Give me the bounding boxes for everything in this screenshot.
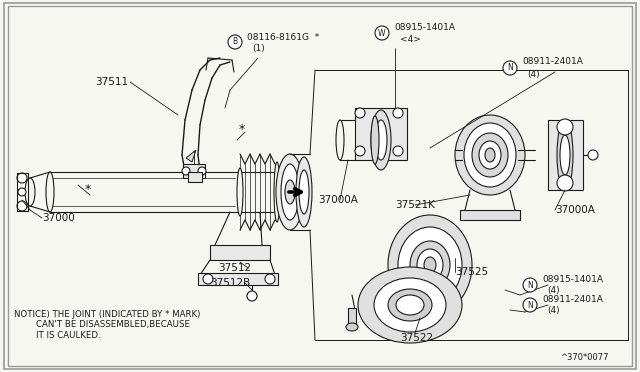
- Ellipse shape: [388, 289, 432, 321]
- Ellipse shape: [25, 178, 35, 206]
- Ellipse shape: [336, 120, 344, 160]
- Text: 08911-2401A: 08911-2401A: [522, 58, 583, 67]
- Ellipse shape: [557, 120, 573, 190]
- Text: N: N: [507, 64, 513, 73]
- Text: N: N: [527, 280, 533, 289]
- Ellipse shape: [588, 150, 598, 160]
- Text: 37512: 37512: [218, 263, 251, 273]
- Ellipse shape: [198, 167, 206, 175]
- Ellipse shape: [396, 295, 424, 315]
- Ellipse shape: [346, 323, 358, 331]
- Bar: [183, 164, 205, 178]
- Ellipse shape: [276, 154, 304, 230]
- Ellipse shape: [285, 180, 295, 204]
- Text: 08116-8161G  *: 08116-8161G *: [247, 32, 319, 42]
- Ellipse shape: [464, 123, 516, 187]
- Ellipse shape: [374, 278, 446, 332]
- Ellipse shape: [281, 164, 299, 220]
- Text: 37511: 37511: [95, 77, 128, 87]
- Ellipse shape: [398, 227, 462, 303]
- Text: 08915-1401A: 08915-1401A: [394, 22, 455, 32]
- Text: <4>: <4>: [400, 35, 421, 45]
- Ellipse shape: [410, 241, 450, 289]
- Text: (4): (4): [527, 71, 540, 80]
- Text: 08915-1401A: 08915-1401A: [542, 275, 603, 283]
- Ellipse shape: [265, 274, 275, 284]
- Text: 08911-2401A: 08911-2401A: [542, 295, 603, 304]
- Bar: [198, 273, 278, 285]
- Text: 37000: 37000: [42, 213, 75, 223]
- Text: 37000A: 37000A: [318, 195, 358, 205]
- Text: W: W: [378, 29, 386, 38]
- Ellipse shape: [17, 201, 27, 211]
- Ellipse shape: [393, 146, 403, 156]
- Text: 37525: 37525: [455, 267, 488, 277]
- Ellipse shape: [417, 249, 443, 281]
- Text: B: B: [232, 38, 237, 46]
- Ellipse shape: [424, 257, 436, 273]
- Ellipse shape: [375, 26, 389, 40]
- Ellipse shape: [237, 168, 243, 216]
- Text: 37522: 37522: [400, 333, 433, 343]
- Ellipse shape: [296, 157, 312, 227]
- Text: *: *: [239, 124, 245, 137]
- Ellipse shape: [479, 141, 501, 169]
- Ellipse shape: [46, 172, 54, 212]
- Ellipse shape: [455, 115, 525, 195]
- Ellipse shape: [203, 274, 213, 284]
- Polygon shape: [186, 150, 196, 162]
- Bar: [355, 108, 407, 160]
- Ellipse shape: [388, 215, 472, 315]
- Ellipse shape: [523, 278, 537, 292]
- Text: *: *: [85, 183, 91, 196]
- Text: 37512B: 37512B: [210, 278, 250, 288]
- Text: 37000A: 37000A: [555, 205, 595, 215]
- Text: 37521K: 37521K: [395, 200, 435, 210]
- Ellipse shape: [523, 298, 537, 312]
- Text: (4): (4): [547, 286, 559, 295]
- Ellipse shape: [371, 110, 391, 170]
- Text: N: N: [527, 301, 533, 310]
- Ellipse shape: [355, 108, 365, 118]
- Ellipse shape: [358, 267, 462, 343]
- Ellipse shape: [274, 162, 280, 222]
- Ellipse shape: [472, 133, 508, 177]
- Ellipse shape: [17, 173, 27, 183]
- Ellipse shape: [375, 120, 387, 160]
- Ellipse shape: [485, 148, 495, 162]
- Ellipse shape: [299, 170, 309, 214]
- Text: ^370*0077: ^370*0077: [560, 353, 609, 362]
- Ellipse shape: [371, 116, 379, 164]
- Ellipse shape: [557, 175, 573, 191]
- Text: (1): (1): [252, 45, 265, 54]
- Ellipse shape: [228, 35, 242, 49]
- Ellipse shape: [557, 119, 573, 135]
- Bar: [548, 120, 583, 190]
- Bar: [348, 308, 356, 326]
- Text: (4): (4): [547, 307, 559, 315]
- Text: NOTICE) THE JOINT (INDICATED BY * MARK)
        CAN'T BE DISASSEMBLED,BECAUSE
  : NOTICE) THE JOINT (INDICATED BY * MARK) …: [14, 310, 200, 340]
- Ellipse shape: [247, 291, 257, 301]
- Bar: [188, 172, 202, 182]
- Bar: [210, 245, 270, 260]
- Ellipse shape: [560, 135, 570, 175]
- Ellipse shape: [355, 146, 365, 156]
- Ellipse shape: [393, 108, 403, 118]
- Bar: [460, 210, 520, 220]
- Ellipse shape: [503, 61, 517, 75]
- Ellipse shape: [18, 188, 26, 196]
- Ellipse shape: [182, 167, 190, 175]
